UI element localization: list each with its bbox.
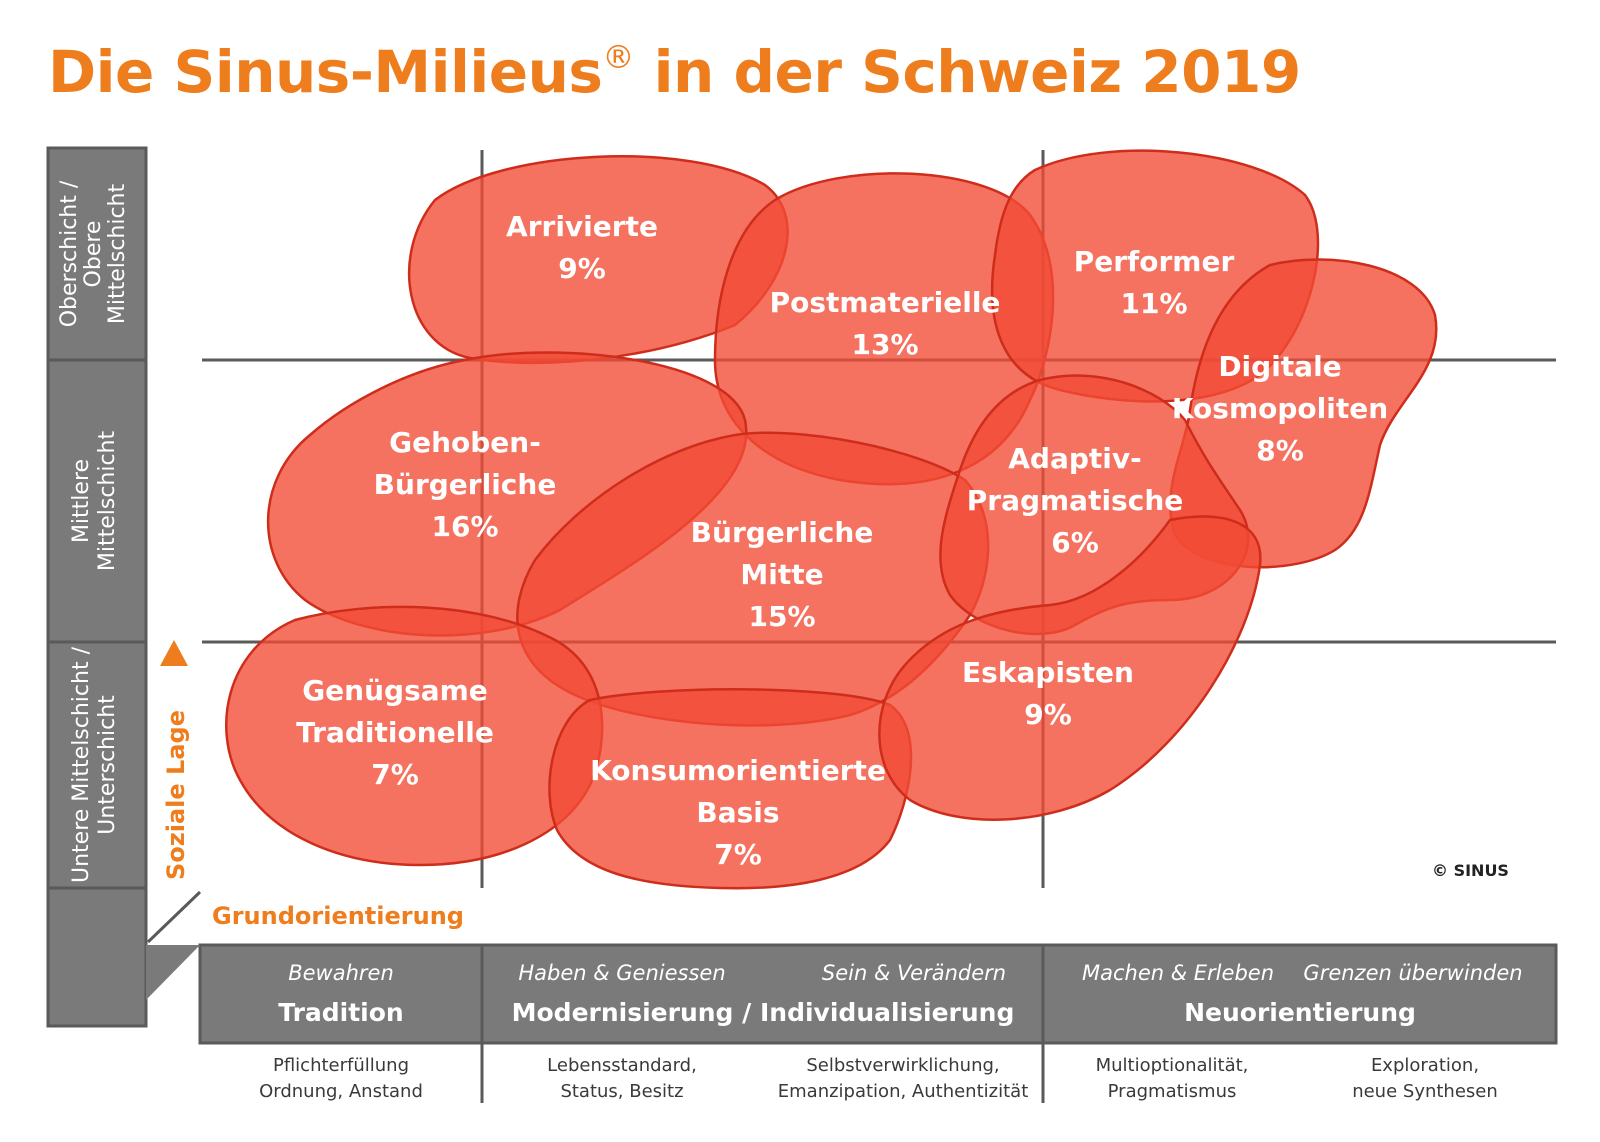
milieu-genuegsame-traditionelle: Genügsame Traditionelle 7% xyxy=(296,674,494,791)
copyright: © SINUS xyxy=(1432,861,1509,880)
value-line: Pflichterfüllung xyxy=(273,1055,409,1076)
blob-eskapisten xyxy=(878,515,1262,821)
milieu-name: Eskapisten xyxy=(962,656,1134,689)
y-level-line: Mittelschicht xyxy=(105,183,130,324)
milieu-share: 7% xyxy=(714,838,762,871)
milieu-name: Bürgerliche xyxy=(691,516,874,549)
orientation-name: Modernisierung / Individualisierung xyxy=(512,998,1015,1027)
y-level-lower: Untere Mittelschicht / Unterschicht xyxy=(69,646,120,883)
milieu-adaptiv-pragmatische: Adaptiv- Pragmatische 6% xyxy=(967,442,1184,559)
milieu-name: Pragmatische xyxy=(967,484,1184,517)
value-line: Status, Besitz xyxy=(560,1081,683,1102)
y-level-line: Obere xyxy=(81,221,106,288)
milieu-name: Gehoben- xyxy=(389,426,541,459)
milieu-name: Adaptiv- xyxy=(1008,442,1142,475)
milieu-name: Traditionelle xyxy=(296,716,494,749)
value-line: Selbstverwirklichung, xyxy=(806,1055,999,1076)
axis-diagonal xyxy=(146,890,202,944)
title-rest: in der Schweiz 2019 xyxy=(633,38,1302,106)
milieu-share: 15% xyxy=(748,600,815,633)
milieu-performer: Performer 11% xyxy=(1074,245,1235,320)
y-level-line: Oberschicht / xyxy=(57,180,82,327)
milieu-name: Digitale xyxy=(1218,350,1341,383)
y-level-middle: Mittlere Mittelschicht xyxy=(69,430,120,571)
milieu-postmaterielle: Postmaterielle 13% xyxy=(770,286,1001,361)
milieu-gehoben-buergerliche: Gehoben- Bürgerliche 16% xyxy=(374,426,557,543)
milieu-name: Mitte xyxy=(740,558,823,591)
milieu-name: Performer xyxy=(1074,245,1235,278)
x-axis-panel xyxy=(198,943,1558,1045)
milieu-name: Genügsame xyxy=(302,674,488,707)
y-level-line: Mittelschicht xyxy=(95,430,120,571)
milieu-digitale-kosmopoliten: Digitale Kosmopoliten 8% xyxy=(1172,350,1388,467)
blob-digitale-kosmopoliten xyxy=(1169,258,1438,569)
orientation-name: Tradition xyxy=(278,998,403,1027)
milieu-share: 13% xyxy=(851,328,918,361)
y-axis-panel xyxy=(48,148,146,1026)
orientation-sub: Haben & Geniessen xyxy=(518,961,725,985)
milieu-blobs xyxy=(225,149,1438,890)
milieu-share: 6% xyxy=(1051,526,1099,559)
milieu-share: 9% xyxy=(1024,698,1072,731)
milieu-share: 8% xyxy=(1256,434,1304,467)
milieu-arrivierte: Arrivierte 9% xyxy=(506,210,658,285)
value-line: Lebensstandard, xyxy=(547,1055,697,1076)
milieu-share: 9% xyxy=(558,252,606,285)
page-title: Die Sinus-Milieus® in der Schweiz 2019 xyxy=(48,38,1301,106)
milieu-share: 11% xyxy=(1120,287,1187,320)
milieu-share: 16% xyxy=(431,510,498,543)
orientation-name: Neuorientierung xyxy=(1184,998,1416,1027)
milieu-name: Basis xyxy=(696,796,779,829)
orientation-sub: Grenzen überwinden xyxy=(1303,961,1522,985)
milieu-eskapisten: Eskapisten 9% xyxy=(962,656,1134,731)
value-line: Emanzipation, Authentizität xyxy=(778,1081,1029,1102)
y-level-line: Untere Mittelschicht / xyxy=(69,646,94,883)
y-axis-label: Soziale Lage xyxy=(162,710,190,880)
milieu-buergerliche-mitte: Bürgerliche Mitte 15% xyxy=(691,516,874,633)
y-level-line: Mittlere xyxy=(69,459,94,543)
x-axis-label: Grundorientierung xyxy=(212,902,464,930)
milieu-name: Konsumorientierte xyxy=(590,754,886,787)
value-line: Exploration, xyxy=(1371,1055,1479,1076)
y-panel-border xyxy=(46,146,148,1028)
y-level-upper: Oberschicht / Obere Mittelschicht xyxy=(57,180,130,327)
orientation-sub: Sein & Verändern xyxy=(822,961,1006,985)
milieu-name: Kosmopoliten xyxy=(1172,392,1388,425)
title-main: Die Sinus-Milieus xyxy=(48,38,603,106)
corner-diagonal xyxy=(146,945,200,1000)
milieu-name: Postmaterielle xyxy=(770,286,1001,319)
orientation-sub: Bewahren xyxy=(288,961,394,985)
blob-konsumorientierte-basis xyxy=(548,688,913,890)
milieu-konsumorientierte-basis: Konsumorientierte Basis 7% xyxy=(590,754,886,871)
blob-genuegsame-traditionelle xyxy=(225,605,604,867)
registered-mark: ® xyxy=(602,37,634,76)
milieu-name: Bürgerliche xyxy=(374,468,557,501)
milieu-share: 7% xyxy=(371,758,419,791)
orientation-sub: Machen & Erleben xyxy=(1082,961,1274,985)
y-level-line: Unterschicht xyxy=(95,695,120,835)
milieu-name: Arrivierte xyxy=(506,210,658,243)
value-line: neue Synthesen xyxy=(1352,1081,1498,1102)
value-line: Ordnung, Anstand xyxy=(259,1081,423,1102)
value-line: Pragmatismus xyxy=(1108,1081,1237,1102)
value-line: Multioptionalität, xyxy=(1096,1055,1249,1076)
up-arrow-icon xyxy=(160,640,188,666)
